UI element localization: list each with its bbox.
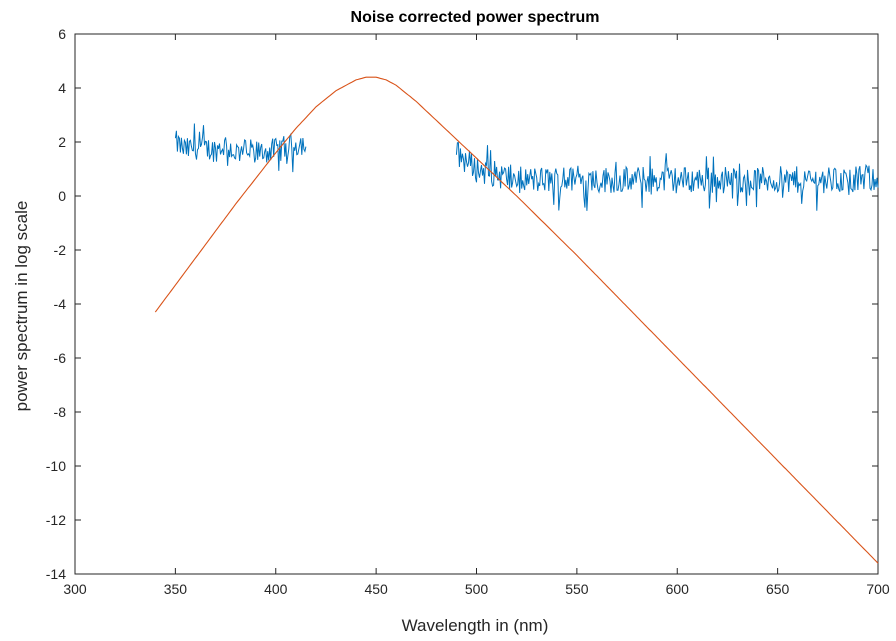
x-tick-label: 600 <box>666 581 690 597</box>
x-tick-label: 350 <box>164 581 188 597</box>
series-layer <box>154 76 879 564</box>
x-tick-label: 700 <box>866 581 890 597</box>
y-tick-label: -4 <box>54 296 67 312</box>
y-tick-label: -14 <box>46 566 66 582</box>
x-tick-label: 500 <box>465 581 489 597</box>
x-tick-label: 300 <box>63 581 87 597</box>
x-tick-label: 450 <box>364 581 388 597</box>
y-tick-label: -10 <box>46 458 66 474</box>
y-tick-label: 4 <box>58 80 66 96</box>
y-tick-label: 0 <box>58 188 66 204</box>
y-axis-label: power spectrum in log scale <box>12 201 31 412</box>
y-tick-label: -6 <box>54 350 67 366</box>
tick-layer: 300 350 400 450 500 550 600 650 700 -14 -12 -10 -8 -6… <box>46 26 890 597</box>
y-tick-label: -12 <box>46 512 66 528</box>
series-0-segment-1-line <box>455 141 879 211</box>
x-tick-label: 650 <box>766 581 790 597</box>
x-axis-label: Wavelength in (nm) <box>402 616 549 635</box>
chart-title: Noise corrected power spectrum <box>351 9 600 26</box>
y-tick-label: -2 <box>54 242 67 258</box>
series-1-line <box>154 76 879 564</box>
y-tick-label: 6 <box>58 26 66 42</box>
y-tick-label: 2 <box>58 134 66 150</box>
x-tick-label: 550 <box>565 581 589 597</box>
y-tick-label: -8 <box>54 404 67 420</box>
plot-area <box>74 33 879 575</box>
x-tick-label: 400 <box>264 581 288 597</box>
